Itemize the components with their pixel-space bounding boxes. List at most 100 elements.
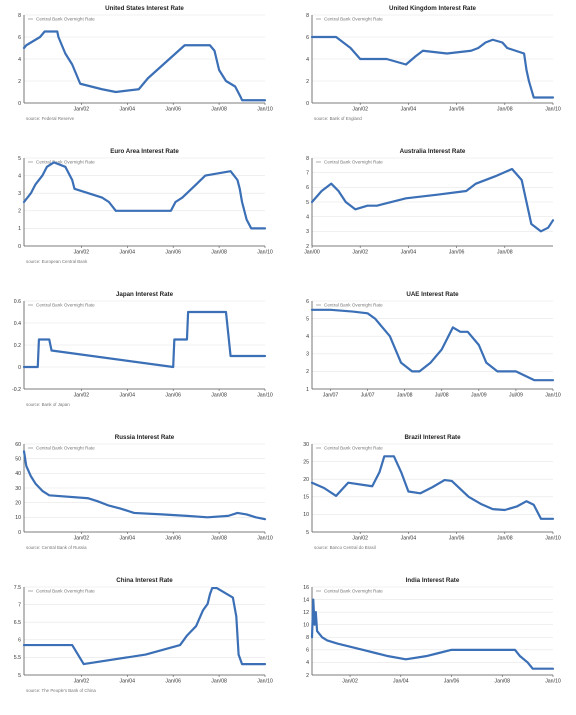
- y-tick-label: 0.2: [14, 343, 21, 349]
- x-tick-label: Jan/02: [352, 107, 368, 113]
- x-tick-label: Jan/06: [165, 679, 181, 685]
- x-tick-label: Jan/10: [257, 107, 273, 113]
- legend-label: Central Bank Overnight Rate: [36, 589, 95, 594]
- y-tick-label: 4: [306, 660, 309, 666]
- euro-area-interest-rate-chart: Euro Area Interest Rate Central Bank Over…: [0, 143, 288, 286]
- source-note: source: Central Bank of Russia: [26, 545, 87, 550]
- series-line: [310, 308, 555, 382]
- y-tick-label: 0: [18, 530, 21, 536]
- x-tick-label: Jan/02: [74, 250, 90, 256]
- source-note: source: Banco Central do Brasil: [314, 545, 376, 550]
- x-tick-label: Jan/10: [257, 393, 273, 399]
- legend-label: Central Bank Overnight Rate: [324, 589, 383, 594]
- x-tick-label: Jan/08: [497, 536, 513, 542]
- x-tick-label: Jan/10: [257, 250, 273, 256]
- x-tick-label: Jan/08: [211, 679, 227, 685]
- x-tick-label: Jan/04: [401, 250, 417, 256]
- y-tick-label: 3: [306, 229, 309, 235]
- y-tick-label: 2: [306, 673, 309, 679]
- y-tick-label: 4: [306, 57, 309, 63]
- y-tick-label: 0.4: [14, 321, 21, 327]
- x-tick-label: Jan/10: [545, 393, 561, 399]
- legend-label: Central Bank Overnight Rate: [36, 303, 95, 308]
- y-tick-label: 30: [15, 486, 21, 492]
- y-tick-label: 5: [306, 530, 309, 536]
- x-tick-label: Jan/06: [449, 250, 465, 256]
- source-note: source: Federal Reserve: [26, 116, 75, 121]
- legend-label: Central Bank Overnight Rate: [324, 446, 383, 451]
- y-tick-label: 4: [306, 214, 309, 220]
- x-tick-label: Jan/10: [257, 679, 273, 685]
- y-tick-label: 5: [306, 316, 309, 322]
- y-tick-label: 0: [306, 101, 309, 107]
- x-tick-label: Jan/08: [211, 250, 227, 256]
- x-tick-label: Jan/02: [352, 536, 368, 542]
- y-tick-label: 7: [18, 602, 21, 608]
- x-tick-label: Jan/08: [497, 250, 513, 256]
- x-tick-label: Jan/02: [74, 679, 90, 685]
- united-states-interest-rate-chart: United States Interest Rate Central Bank …: [0, 0, 288, 143]
- x-tick-label: Jan/02: [352, 250, 368, 256]
- series-line: [22, 450, 267, 521]
- legend-label: Central Bank Overnight Rate: [324, 303, 383, 308]
- chart-svg: Australia Interest Rate Central Bank Over…: [304, 148, 555, 256]
- y-tick-label: 50: [15, 456, 21, 462]
- series-line: [22, 161, 267, 230]
- y-tick-label: 4: [18, 57, 21, 63]
- japan-interest-rate-chart: Japan Interest Rate Central Bank Overnigh…: [0, 286, 288, 429]
- chart-title: United Kingdom Interest Rate: [389, 5, 477, 12]
- x-tick-label: Jan/06: [165, 536, 181, 542]
- y-tick-label: 10: [303, 623, 309, 629]
- x-tick-label: Jan/02: [342, 679, 358, 685]
- y-tick-label: 1: [18, 226, 21, 232]
- y-tick-label: 4: [18, 173, 21, 179]
- x-tick-label: Jan/06: [165, 107, 181, 113]
- x-tick-label: Jan/08: [211, 393, 227, 399]
- x-tick-label: Jan/06: [449, 107, 465, 113]
- x-tick-label: Jan/08: [397, 393, 413, 399]
- chart-svg: China Interest Rate Central Bank Overnigh…: [14, 577, 273, 693]
- chart-title: Brazil Interest Rate: [404, 434, 461, 441]
- y-tick-label: 5.5: [14, 655, 21, 661]
- y-tick-label: 6: [306, 185, 309, 191]
- x-tick-label: Jan/10: [545, 679, 561, 685]
- y-tick-label: 2: [18, 79, 21, 85]
- chart-svg: Brazil Interest Rate Central Bank Overnig…: [303, 434, 561, 550]
- x-tick-label: Jul/08: [435, 393, 449, 399]
- x-tick-label: Jan/06: [165, 250, 181, 256]
- x-tick-label: Jan/02: [74, 107, 90, 113]
- china-interest-rate-chart: China Interest Rate Central Bank Overnigh…: [0, 572, 288, 715]
- source-note: source: The People's Bank of China: [26, 688, 96, 693]
- y-tick-label: 5: [306, 200, 309, 206]
- chart-title: India Interest Rate: [406, 577, 460, 584]
- x-tick-label: Jan/07: [323, 393, 339, 399]
- x-tick-label: Jan/10: [545, 536, 561, 542]
- chart-title: Russia Interest Rate: [115, 434, 175, 441]
- x-tick-label: Jan/04: [119, 107, 135, 113]
- chart-svg: UAE Interest Rate Central Bank Overnight …: [306, 291, 561, 399]
- y-tick-label: 6: [18, 35, 21, 41]
- x-tick-label: Jul/07: [361, 393, 375, 399]
- uae-interest-rate-chart: UAE Interest Rate Central Bank Overnight …: [288, 286, 576, 429]
- y-tick-label: -0.2: [12, 387, 21, 393]
- x-tick-label: Jan/04: [119, 536, 135, 542]
- y-tick-label: 8: [306, 635, 309, 641]
- x-tick-label: Jan/04: [401, 536, 417, 542]
- chart-svg: United States Interest Rate Central Bank …: [18, 5, 273, 121]
- y-tick-label: 3: [18, 191, 21, 197]
- y-tick-label: 2: [306, 244, 309, 250]
- chart-svg: Euro Area Interest Rate Central Bank Over…: [18, 148, 273, 264]
- x-tick-label: Jan/08: [497, 107, 513, 113]
- y-tick-label: 1: [306, 387, 309, 393]
- x-tick-label: Jan/04: [401, 107, 417, 113]
- legend-label: Central Bank Overnight Rate: [36, 160, 95, 165]
- y-tick-label: 20: [303, 477, 309, 483]
- legend-label: Central Bank Overnight Rate: [36, 446, 95, 451]
- x-tick-label: Jan/06: [165, 393, 181, 399]
- y-tick-label: 6.5: [14, 620, 21, 626]
- chart-title: Australia Interest Rate: [400, 148, 466, 155]
- x-tick-label: Jan/10: [545, 107, 561, 113]
- chart-svg: Japan Interest Rate Central Bank Overnigh…: [12, 291, 273, 407]
- x-tick-label: Jan/02: [74, 393, 90, 399]
- source-note: source: Bank of Japan: [26, 402, 70, 407]
